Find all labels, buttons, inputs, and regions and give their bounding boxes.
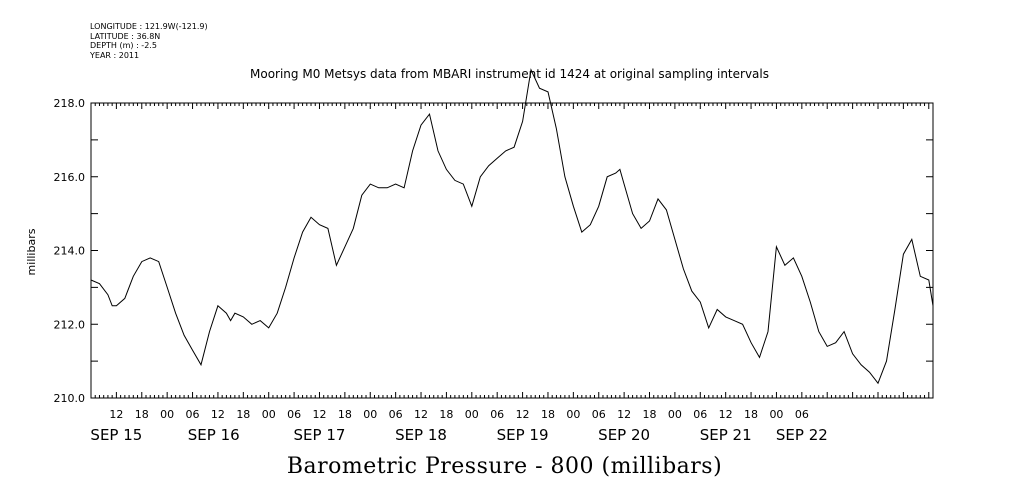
tick-label-group: 210.0 212.0 214.0 216.0 218.0 12 18 00 06 12 18 00 0… (54, 97, 828, 444)
y-tick-label: 218.0 (54, 97, 86, 110)
x-hour-tick-label: 00 (363, 408, 377, 421)
x-hour-tick-label: 18 (338, 408, 352, 421)
x-date-label: SEP 19 (497, 426, 549, 444)
x-hour-tick-label: 12 (109, 408, 123, 421)
y-tick-label: 212.0 (54, 318, 86, 331)
x-date-label: SEP 20 (598, 426, 650, 444)
x-hour-tick-label: 06 (592, 408, 606, 421)
x-hour-tick-label: 12 (211, 408, 225, 421)
x-hour-tick-label: 00 (262, 408, 276, 421)
x-hour-tick-label: 12 (516, 408, 530, 421)
y-axis-label: millibars (25, 228, 38, 275)
x-date-label: SEP 21 (700, 426, 752, 444)
y-tick-label: 214.0 (54, 245, 86, 258)
x-axis-label: Barometric Pressure - 800 (millibars) (286, 454, 723, 479)
x-hour-tick-label: 00 (465, 408, 479, 421)
x-date-label: SEP 16 (188, 426, 240, 444)
x-hour-tick-label: 06 (287, 408, 301, 421)
x-date-label: SEP 15 (90, 426, 142, 444)
x-hour-tick-label: 12 (312, 408, 326, 421)
x-date-label: SEP 22 (776, 426, 828, 444)
x-hour-tick-label: 06 (186, 408, 200, 421)
tick-group (91, 102, 933, 398)
latitude-text: LATITUDE : 36.8N (90, 31, 161, 41)
x-hour-tick-label: 18 (236, 408, 250, 421)
year-text: YEAR : 2011 (90, 50, 140, 60)
series-line (90, 68, 934, 385)
plot-frame (90, 102, 934, 399)
axes-group (90, 102, 934, 399)
depth-text: DEPTH (m) : -2.5 (90, 41, 157, 50)
x-hour-tick-label: 00 (668, 408, 682, 421)
x-hour-tick-label: 12 (617, 408, 631, 421)
x-hour-tick-label: 12 (414, 408, 428, 421)
x-date-label: SEP 17 (294, 426, 346, 444)
x-hour-tick-label: 06 (490, 408, 504, 421)
x-hour-tick-label: 18 (541, 408, 555, 421)
x-hour-tick-label: 12 (719, 408, 733, 421)
x-hour-tick-label: 18 (744, 408, 758, 421)
y-tick-label: 210.0 (54, 392, 86, 405)
x-hour-tick-label: 18 (135, 408, 149, 421)
x-hour-tick-label: 06 (693, 408, 707, 421)
x-hour-tick-label: 00 (769, 408, 783, 421)
x-hour-tick-label: 06 (389, 408, 403, 421)
x-hour-tick-label: 06 (795, 408, 809, 421)
x-hour-tick-label: 00 (566, 408, 580, 421)
x-date-label: SEP 18 (395, 426, 447, 444)
metadata-block: LONGITUDE : 121.9W(-121.9) LATITUDE : 36… (90, 22, 208, 60)
chart-title: Mooring M0 Metsys data from MBARI instru… (250, 67, 769, 81)
x-hour-tick-label: 00 (160, 408, 174, 421)
x-hour-tick-label: 18 (439, 408, 453, 421)
longitude-text: LONGITUDE : 121.9W(-121.9) (90, 22, 208, 31)
x-hour-tick-label: 18 (643, 408, 657, 421)
y-tick-label: 216.0 (54, 171, 86, 184)
